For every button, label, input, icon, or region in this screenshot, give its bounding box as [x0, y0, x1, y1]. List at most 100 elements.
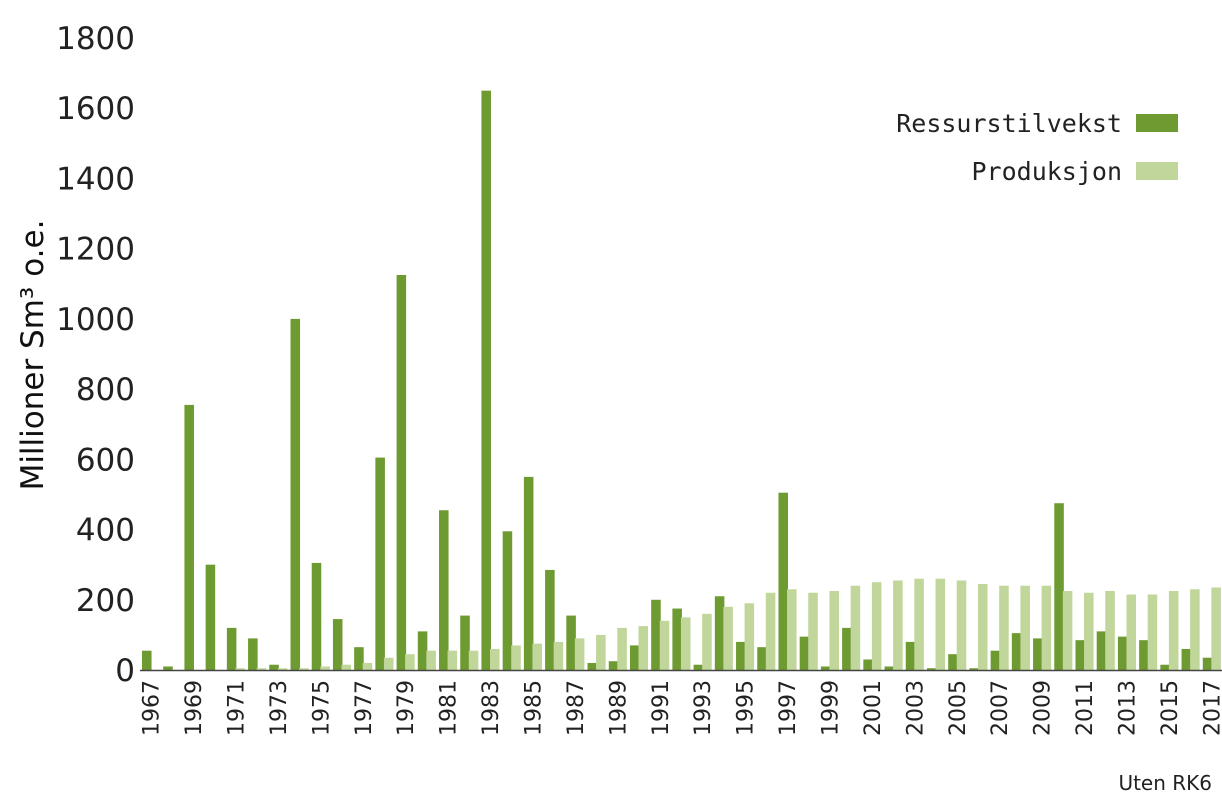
ressurstilvekst-bar	[608, 661, 619, 670]
produksjon-bar	[914, 578, 924, 670]
ressurstilvekst-bar	[1202, 657, 1213, 670]
produksjon-bar	[1126, 594, 1137, 670]
ressurstilvekst-bar	[205, 564, 216, 670]
x-tick-label: 1975	[309, 680, 334, 736]
x-tick-label: 1981	[437, 680, 462, 736]
produksjon-bar	[723, 606, 733, 670]
ressurstilvekst-bar	[1011, 633, 1022, 670]
ressurstilvekst-bar	[672, 608, 682, 670]
x-tick-label: 1985	[521, 680, 546, 736]
ressurstilvekst-bar	[842, 627, 852, 670]
ressurstilvekst-bar	[1054, 503, 1064, 670]
produksjon-bar	[787, 589, 797, 670]
produksjon-bar	[850, 585, 861, 670]
produksjon-bar	[405, 654, 415, 670]
ressurstilvekst-bar	[163, 666, 173, 670]
produksjon-bar	[1084, 592, 1094, 670]
produksjon-bar	[596, 634, 606, 670]
ressurstilvekst-bar	[566, 615, 576, 670]
y-tick-label: 400	[76, 513, 135, 549]
produksjon-bar	[638, 626, 649, 670]
ressurstilvekst-bar	[714, 596, 725, 670]
x-tick-label: 1991	[649, 680, 674, 736]
produksjon-bar	[1062, 591, 1073, 670]
ressurstilvekst-bar	[1160, 664, 1170, 670]
produksjon-bar	[1190, 589, 1200, 670]
ressurstilvekst-bar	[523, 476, 534, 670]
legend: Ressurstilvekst Produksjon	[896, 109, 1178, 186]
ressurstilvekst-bar	[969, 668, 979, 670]
produksjon-bar	[511, 645, 521, 670]
y-axis-label: Millioner Sm³ o.e.	[15, 220, 51, 491]
ressurstilvekst-bar	[184, 404, 194, 670]
y-tick-label: 800	[76, 372, 135, 408]
produksjon-bar	[553, 641, 564, 670]
y-tick-label: 200	[76, 583, 135, 619]
ressurstilvekst-bar	[375, 457, 385, 670]
produksjon-bar	[256, 668, 267, 670]
ressurstilvekst-bar	[926, 668, 937, 670]
produksjon-bar	[1041, 585, 1052, 670]
ressurstilvekst-bar	[651, 599, 661, 670]
ressurstilvekst-bar	[354, 647, 364, 670]
x-tick-label: 1973	[267, 680, 292, 736]
produksjon-bar	[277, 668, 288, 670]
produksjon-bar	[617, 627, 627, 670]
ressurstilvekst-bar	[820, 666, 831, 670]
legend-swatch	[1136, 162, 1178, 180]
produksjon-bar	[808, 592, 818, 670]
ressurstilvekst-bar	[905, 641, 916, 670]
x-tick-label: 2015	[1158, 680, 1183, 736]
x-tick-label: 1971	[224, 680, 249, 736]
y-tick-label: 600	[76, 442, 135, 478]
x-tick-label: 2011	[1073, 680, 1098, 736]
produksjon-bar	[362, 662, 373, 670]
produksjon-bar	[1147, 594, 1158, 670]
y-tick-label: 1200	[56, 232, 135, 268]
x-tick-label: 2013	[1116, 680, 1141, 736]
produksjon-bar	[426, 650, 436, 670]
produksjon-bar	[680, 617, 691, 670]
y-tick-label: 1800	[56, 21, 135, 57]
x-tick-label: 1969	[182, 680, 207, 736]
produksjon-bar	[871, 582, 882, 670]
produksjon-bar	[532, 643, 542, 670]
legend-swatch	[1136, 114, 1178, 132]
produksjon-bar	[659, 620, 670, 670]
x-tick-label: 2017	[1200, 680, 1222, 736]
ressurstilvekst-bar	[1181, 648, 1192, 670]
ressurstilvekst-bar	[332, 619, 343, 670]
ressurstilvekst-bar	[799, 636, 810, 670]
produksjon-bar	[977, 583, 988, 670]
ressurstilvekst-bar	[1075, 640, 1086, 670]
y-tick-label: 1400	[56, 161, 135, 197]
ressurstilvekst-bar	[481, 90, 491, 670]
y-tick-label: 1000	[56, 302, 135, 338]
ressurstilvekst-bar	[693, 664, 704, 670]
produksjon-bar	[447, 650, 458, 670]
x-tick-label: 2003	[903, 680, 928, 736]
produksjon-bar	[341, 664, 352, 670]
produksjon-bar	[765, 592, 776, 670]
ressurstilvekst-bar	[629, 645, 640, 670]
produksjon-bar	[1105, 591, 1115, 670]
ressurstilvekst-bar	[311, 562, 322, 670]
produksjon-bar	[999, 585, 1009, 670]
produksjon-bar	[893, 580, 903, 670]
footnote: Uten RK6	[1118, 771, 1212, 795]
x-tick-label: 1977	[352, 680, 377, 736]
legend-label: Ressurstilvekst	[896, 109, 1122, 138]
produksjon-bar	[489, 648, 500, 670]
produksjon-bar	[702, 613, 712, 670]
produksjon-bar	[235, 668, 245, 670]
ressurstilvekst-bar	[778, 492, 789, 670]
x-tick-label: 1995	[734, 680, 759, 736]
produksjon-bar	[744, 603, 755, 670]
x-tick-label: 1987	[564, 680, 589, 736]
ressurstilvekst-bar	[863, 659, 873, 670]
ressurstilvekst-bar	[948, 654, 958, 670]
x-tick-label: 1999	[819, 680, 844, 736]
x-tick-label: 1997	[776, 680, 801, 736]
ressurstilvekst-bar	[1117, 636, 1128, 670]
